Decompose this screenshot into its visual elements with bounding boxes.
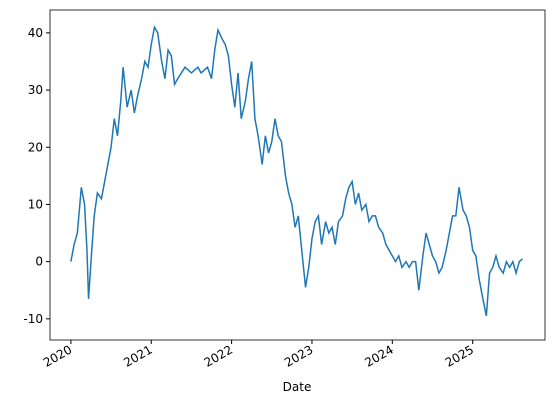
y-tick-label: 10 [28, 197, 43, 211]
y-tick-label: 30 [28, 83, 43, 97]
y-tick-label: -10 [23, 312, 43, 326]
x-axis-label: Date [283, 380, 312, 394]
x-tick-label: 2025 [443, 342, 476, 369]
line [70, 24, 523, 317]
x-tick-label: 2023 [282, 342, 315, 369]
y-tick-label: 40 [28, 26, 43, 40]
x-tick-label: 2022 [202, 342, 235, 369]
x-tick-label: 2021 [121, 342, 154, 369]
y-tick-label: 0 [35, 255, 43, 269]
plot-frame [49, 9, 546, 341]
y-tick-label: 20 [28, 140, 43, 154]
x-tick-label: 2024 [362, 342, 395, 369]
x-tick-label: 2020 [41, 342, 74, 369]
